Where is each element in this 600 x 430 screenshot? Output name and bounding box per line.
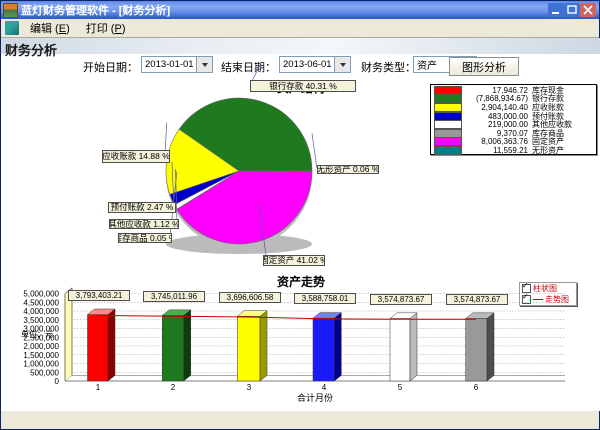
svg-text:2: 2 [171,383,176,392]
svg-text:1,000,000: 1,000,000 [23,360,59,369]
svg-text:500,000: 500,000 [30,368,59,377]
svg-text:1: 1 [96,383,101,392]
svg-text:6: 6 [474,383,479,392]
svg-text:合计月份: 合计月份 [297,392,333,403]
svg-text:5,000,000: 5,000,000 [23,290,59,299]
svg-text:5: 5 [398,383,403,392]
svg-text:单位：元: 单位：元 [21,329,53,339]
svg-text:0: 0 [55,377,60,386]
svg-text:4: 4 [322,383,327,392]
svg-text:4,000,000: 4,000,000 [23,307,59,316]
svg-text:1,500,000: 1,500,000 [23,351,59,360]
svg-text:3: 3 [247,383,252,392]
svg-text:2,000,000: 2,000,000 [23,342,59,351]
svg-text:4,500,000: 4,500,000 [23,298,59,307]
svg-text:3,500,000: 3,500,000 [23,316,59,325]
